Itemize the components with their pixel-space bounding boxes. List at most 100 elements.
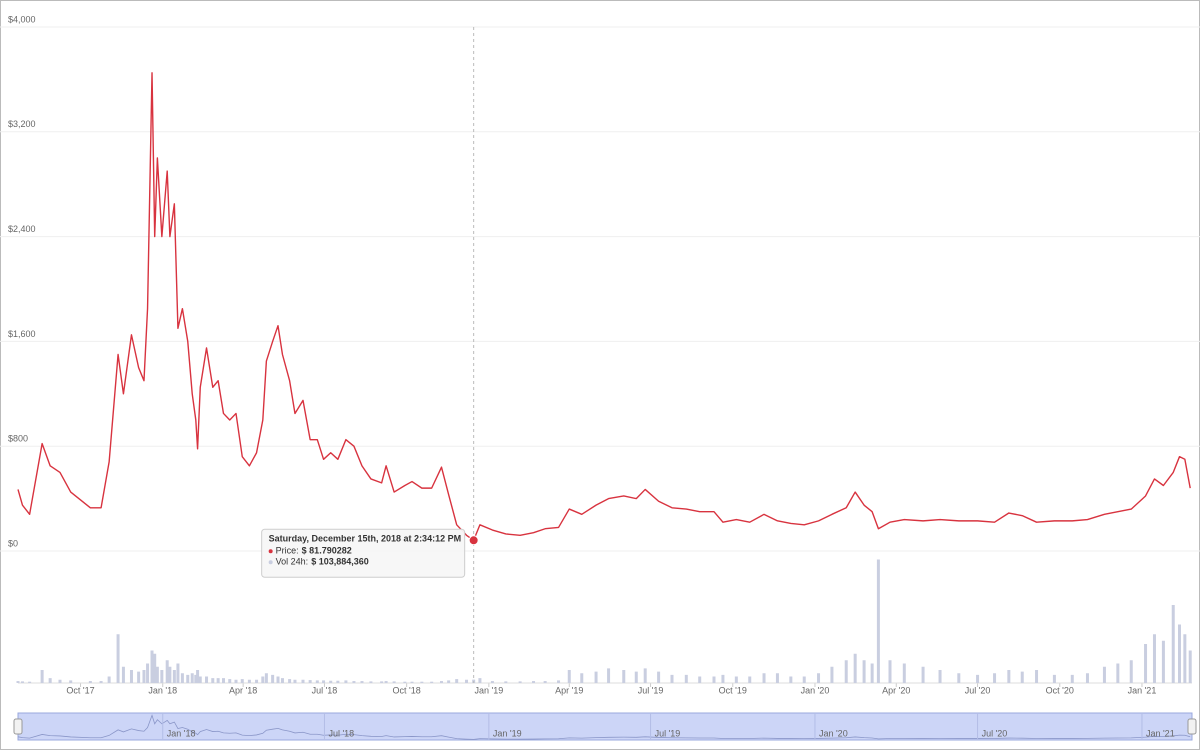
y-tick-label: $1,600 <box>8 329 36 339</box>
price-line <box>17 72 1191 541</box>
volume-bar <box>146 663 150 683</box>
volume-bar <box>532 681 536 683</box>
x-tick-label: Jul '19 <box>638 685 664 695</box>
volume-bar <box>921 666 925 683</box>
volume-bar <box>657 671 661 683</box>
tooltip-bullet <box>268 560 273 565</box>
volume-bar <box>712 676 716 683</box>
x-tick-label: Oct '19 <box>719 685 747 695</box>
y-tick-label: $4,000 <box>8 14 36 24</box>
x-tick-label: Apr '19 <box>555 685 583 695</box>
volume-bar <box>634 671 638 683</box>
plot <box>17 72 1191 541</box>
volume-bar <box>1188 650 1192 683</box>
volume-bar <box>957 673 961 683</box>
volume-bar <box>168 666 172 683</box>
volume-bar <box>775 673 779 683</box>
volume-bar <box>165 660 169 683</box>
volume-bar <box>322 680 326 683</box>
volume-bar <box>580 673 584 683</box>
volume-bar <box>137 671 141 683</box>
volume-bar <box>205 676 209 683</box>
volume-bar <box>1129 660 1133 683</box>
volume-bar <box>1177 624 1181 683</box>
navigator-tick-label: Jan '21 <box>1146 728 1175 738</box>
volume-bar <box>216 678 220 683</box>
volume-bar <box>447 680 451 683</box>
navigator-tick-label: Jan '20 <box>819 728 848 738</box>
volume-bar <box>802 676 806 683</box>
volume-bar <box>1085 673 1089 683</box>
volume-bar <box>344 680 348 683</box>
navigator-tick-label: Jul '20 <box>982 728 1008 738</box>
volume-bar <box>186 674 190 683</box>
x-tick-label: Apr '20 <box>882 685 910 695</box>
volume-bar <box>301 679 305 683</box>
hover-point <box>468 535 479 546</box>
volume-bar <box>16 681 20 683</box>
volume-bar <box>121 666 125 683</box>
volume-bar <box>1052 674 1056 683</box>
x-tick-label: Jul '18 <box>312 685 338 695</box>
x-tick-label: Jan '19 <box>474 685 503 695</box>
volume-bar <box>150 650 154 683</box>
navigator-tick-label: Jan '18 <box>167 728 196 738</box>
volume-bar <box>1116 663 1120 683</box>
volume-bar <box>190 673 194 683</box>
navigator-tick-label: Jul '18 <box>328 728 354 738</box>
tooltip-bullet <box>268 549 273 554</box>
volume-bar <box>336 680 340 683</box>
volume-bar <box>504 681 508 683</box>
volume-bar <box>172 670 176 683</box>
tooltip-row-value: $ 81.790282 <box>302 546 352 556</box>
volume-bar <box>221 678 225 683</box>
navigator-handle[interactable] <box>1187 718 1197 735</box>
volume-bar <box>518 681 522 683</box>
x-tick-label: Apr '18 <box>229 685 257 695</box>
volume-bar <box>293 679 297 683</box>
volume-bar <box>420 681 424 683</box>
volume-bar <box>280 678 284 683</box>
navigator-tick-label: Jan '19 <box>493 728 522 738</box>
volume-bar <box>902 663 906 683</box>
volume-bar <box>557 680 561 683</box>
volume-bar <box>228 679 232 683</box>
navigator[interactable]: Jan '18 Jul '18 Jan '19 Jul '19 Jan '20 Jul '… <box>13 712 1197 741</box>
volume-bar <box>734 676 738 683</box>
volume-bar <box>288 679 292 683</box>
volume-bar <box>392 681 396 683</box>
volume-bar <box>58 679 62 683</box>
x-tick-label: Jan '20 <box>801 685 830 695</box>
y-tick-label: $2,400 <box>8 224 36 234</box>
volume-bar <box>234 679 238 683</box>
volume-bar <box>403 681 407 683</box>
navigator-window[interactable] <box>17 712 1193 741</box>
volume-bar <box>830 666 834 683</box>
volume-bar <box>1144 644 1148 683</box>
volume-bar <box>129 670 133 683</box>
volume-bar <box>1152 634 1156 683</box>
volume-bar <box>99 681 103 683</box>
volume-bar <box>1183 634 1187 683</box>
volume-bar <box>155 666 159 683</box>
volume-bar <box>478 678 482 683</box>
tooltip-row-name: Price: <box>276 546 299 556</box>
volume-bar <box>817 673 821 683</box>
volume-bar <box>455 679 459 683</box>
volume-bar <box>40 670 44 683</box>
volume-bar <box>360 681 364 683</box>
volume-bar <box>567 670 571 683</box>
volume-bar <box>153 653 157 683</box>
x-tick-label: Jan '21 <box>1128 685 1157 695</box>
volume-bar <box>69 680 73 683</box>
volume-bar <box>993 673 997 683</box>
volume-bar <box>198 676 202 683</box>
volume-bar <box>1007 670 1011 683</box>
volume-bar <box>762 673 766 683</box>
volume-bar <box>490 681 494 683</box>
volume-bar <box>116 634 120 683</box>
navigator-handle[interactable] <box>13 718 23 735</box>
volume-bar <box>240 679 244 683</box>
